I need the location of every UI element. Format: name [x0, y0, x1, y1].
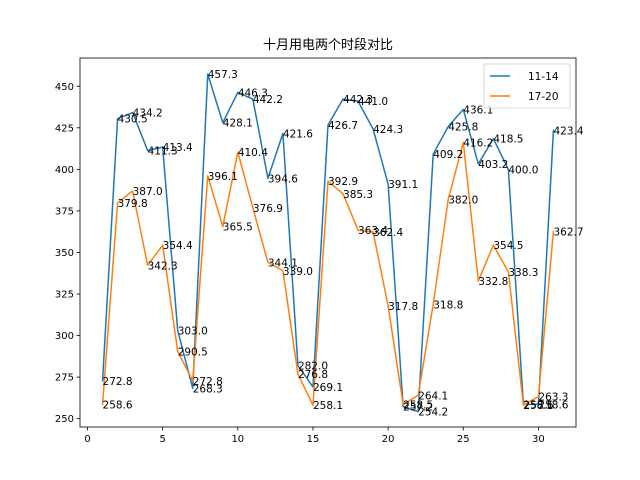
data-label: 362.4 [373, 227, 403, 239]
y-tick-label: 450 [55, 82, 74, 93]
data-label: 446.3 [238, 87, 268, 99]
data-label: 282.0 [298, 361, 328, 373]
series-layer [101, 73, 555, 413]
data-label: 426.7 [328, 120, 358, 132]
legend-box [483, 63, 571, 109]
chart-title: 十月用电两个时段对比 [263, 38, 393, 53]
data-label: 403.2 [478, 159, 508, 171]
data-label: 258.5 [403, 400, 433, 412]
y-tick-label: 350 [55, 248, 74, 259]
data-label: 258.6 [523, 399, 553, 411]
y-tick-label: 325 [55, 290, 74, 301]
data-label: 416.2 [463, 137, 493, 149]
legend-label: 11-14 [528, 71, 559, 83]
data-label: 290.5 [178, 346, 208, 358]
data-label: 413.4 [163, 142, 193, 154]
x-tick-label: 20 [382, 434, 395, 445]
data-label: 392.9 [328, 176, 358, 188]
data-label: 254.2 [418, 407, 448, 419]
data-label: 379.8 [118, 198, 148, 210]
data-label: 387.0 [133, 186, 163, 198]
x-tick-label: 25 [457, 434, 470, 445]
x-tick-label: 0 [84, 434, 90, 445]
data-label: 409.2 [433, 149, 463, 161]
data-label: 354.5 [493, 240, 523, 252]
data-label: 276.8 [298, 369, 328, 381]
data-label: 428.1 [223, 118, 253, 130]
data-label: 332.8 [478, 276, 508, 288]
data-label: 382.0 [448, 194, 478, 206]
data-label: 365.5 [223, 222, 253, 234]
data-label: 442.2 [253, 94, 283, 106]
data-label: 457.3 [208, 69, 238, 81]
y-tick-label: 300 [55, 331, 74, 342]
data-label: 257.2 [403, 402, 433, 414]
data-label: 264.1 [418, 390, 448, 402]
data-label: 344.1 [268, 257, 298, 269]
data-label: 396.1 [208, 171, 238, 183]
data-label: 442.3 [343, 94, 373, 106]
data-label: 263.3 [538, 392, 568, 404]
data-label: 258.1 [313, 400, 343, 412]
series-line-11-14 [101, 73, 555, 413]
data-label: 258.1 [523, 400, 553, 412]
data-label: 425.8 [448, 121, 478, 133]
data-label: 354.4 [163, 240, 193, 252]
y-tick-label: 275 [55, 373, 74, 384]
data-label: 258.6 [538, 399, 568, 411]
data-label: 269.1 [313, 382, 343, 394]
y-tick-label: 400 [55, 165, 74, 176]
x-tick-label: 5 [159, 434, 165, 445]
data-label: 342.3 [148, 260, 178, 272]
data-label: 434.2 [133, 108, 163, 120]
axes-frame [79, 57, 577, 428]
x-tick-label: 30 [532, 434, 545, 445]
data-label: 363.4 [358, 225, 388, 237]
data-label: 410.4 [238, 147, 268, 159]
data-label: 272.8 [193, 376, 223, 388]
y-tick-label: 250 [55, 414, 74, 425]
data-label: 411.3 [148, 146, 178, 158]
data-label: 318.8 [433, 299, 463, 311]
data-label: 385.3 [343, 189, 373, 201]
data-label: 258.6 [103, 399, 133, 411]
data-label: 338.3 [508, 267, 538, 279]
data-label: 394.6 [268, 173, 298, 185]
y-tick-label: 425 [55, 123, 74, 134]
legend-label: 17-20 [528, 91, 559, 103]
series-line-17-20 [101, 141, 555, 406]
data-label: 268.3 [193, 383, 223, 395]
x-tick-label: 15 [307, 434, 320, 445]
data-label: 339.0 [283, 266, 313, 278]
data-label: 424.3 [373, 124, 403, 136]
y-tick-label: 375 [55, 206, 74, 217]
data-label: 418.5 [493, 134, 523, 146]
legend: 11-14 17-20 [483, 63, 571, 109]
x-tick-label: 10 [231, 434, 244, 445]
data-label: 421.6 [283, 128, 313, 140]
data-label: 391.1 [388, 179, 418, 191]
plot-area: 0 5 10 15 20 25 30 250 275 300 325 350 375 400 425 450 [55, 57, 577, 445]
data-label: 430.5 [118, 114, 148, 126]
data-label: 423.4 [553, 125, 583, 137]
data-label: 362.7 [553, 226, 583, 238]
data-label: 400.0 [508, 164, 538, 176]
data-label: 441.0 [358, 96, 388, 108]
data-label: 376.9 [253, 203, 283, 215]
data-label: 317.8 [388, 301, 418, 313]
data-label: 272.8 [103, 376, 133, 388]
data-label: 303.0 [178, 326, 208, 338]
